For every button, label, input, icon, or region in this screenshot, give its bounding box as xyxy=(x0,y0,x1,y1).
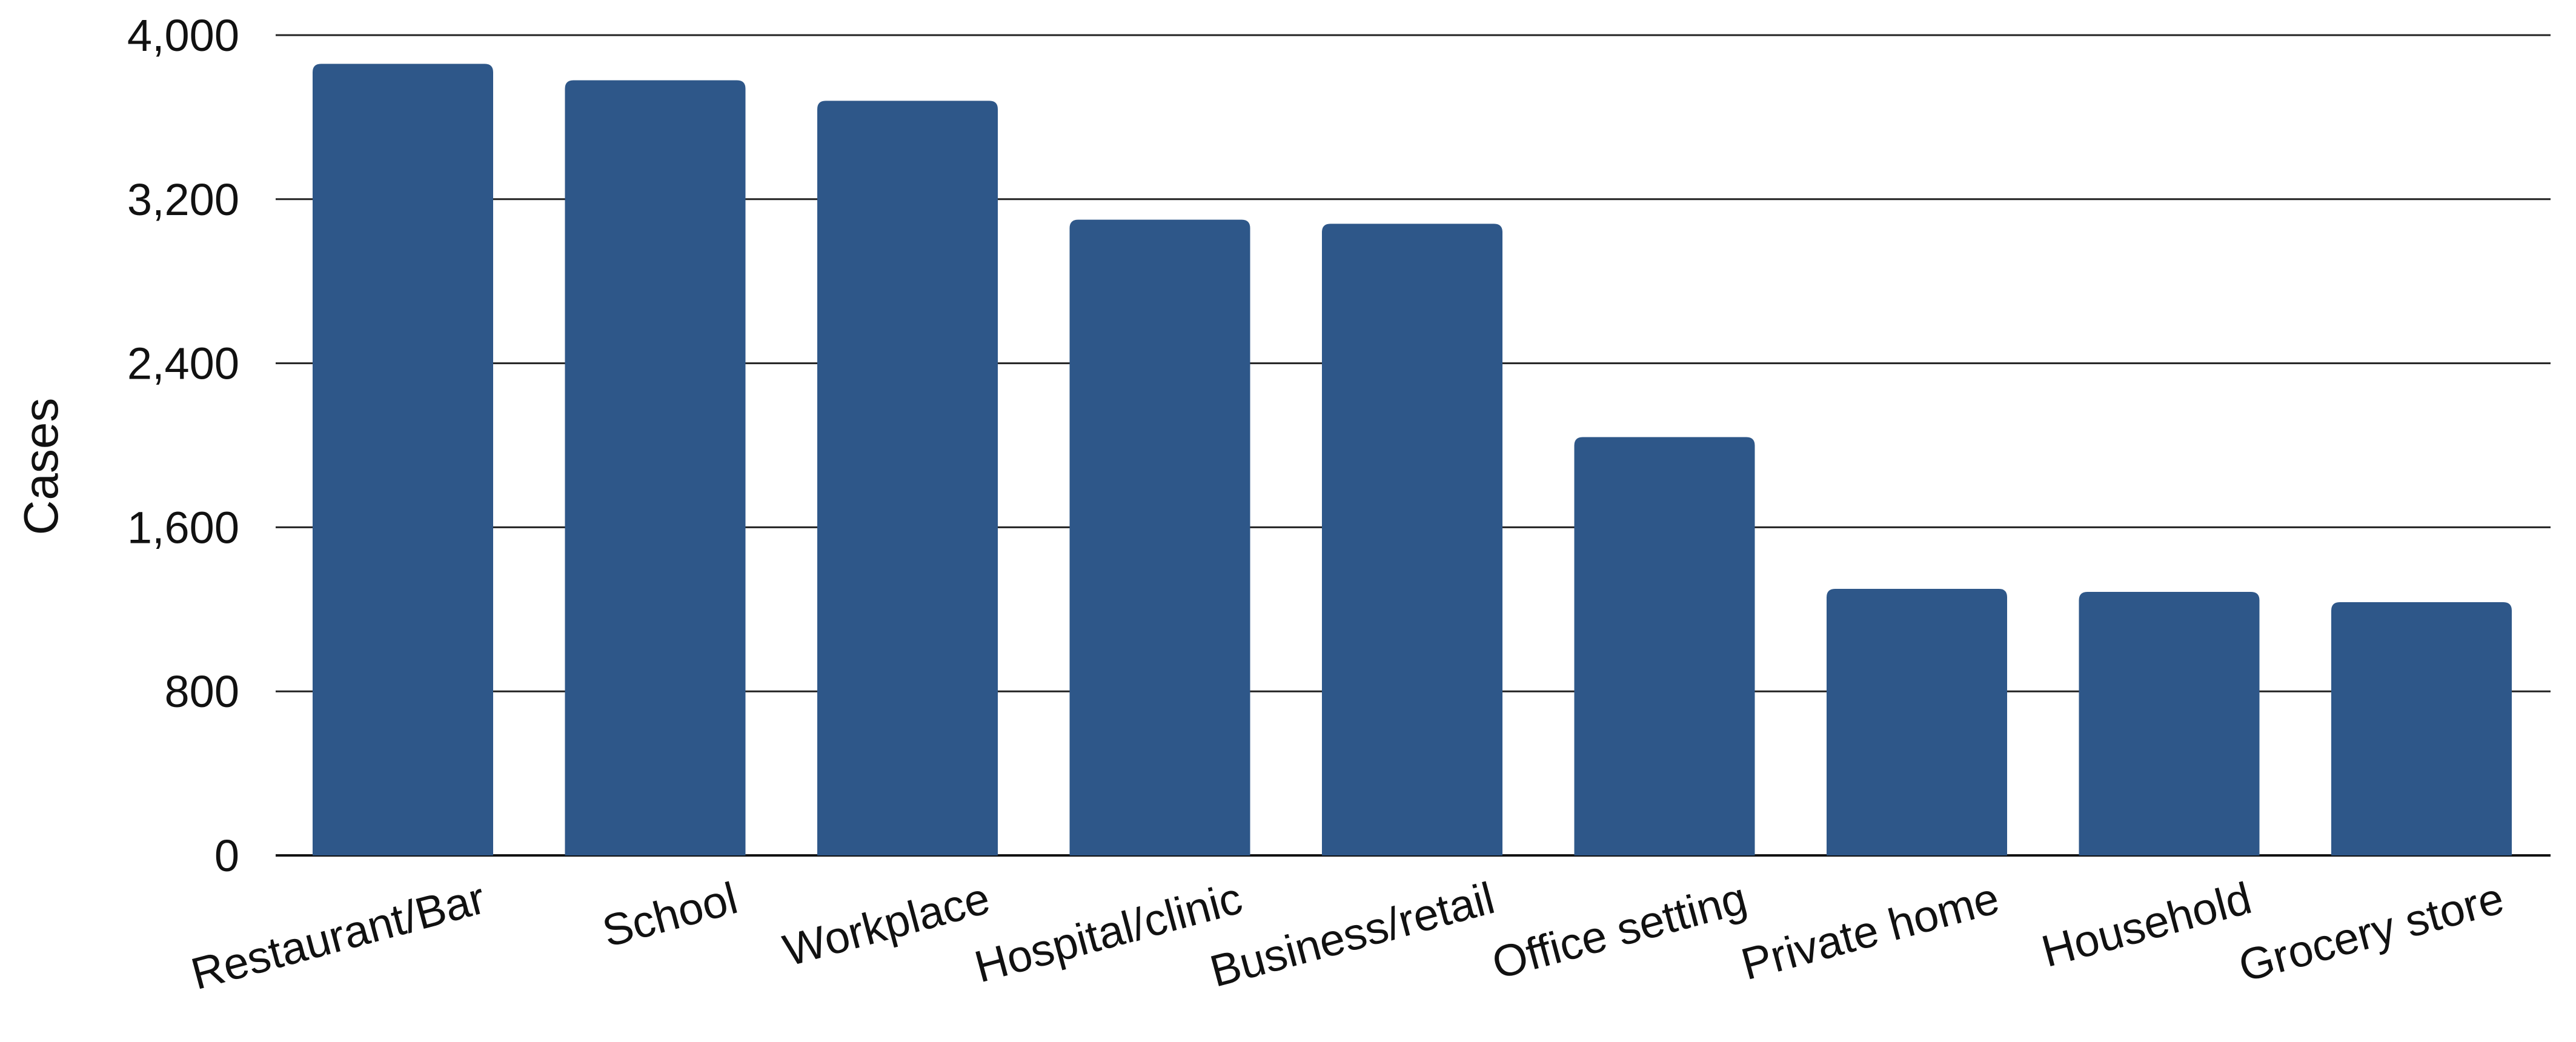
x-tick-label: Private home xyxy=(1736,872,2005,989)
y-tick-label: 1,600 xyxy=(127,502,239,553)
bar xyxy=(1827,588,2007,855)
bar xyxy=(1322,224,1502,855)
y-tick-label: 800 xyxy=(165,666,239,717)
bar xyxy=(817,101,998,855)
x-tick-label: Workplace xyxy=(778,872,995,975)
bars xyxy=(313,64,2512,856)
x-tick-label: Business/retail xyxy=(1205,872,1499,997)
x-tick-label: Office setting xyxy=(1487,872,1751,989)
bar xyxy=(565,80,746,856)
x-axis-ticks: Restaurant/Bar School WorkplaceHospital/cl… xyxy=(186,872,2509,999)
y-tick-label: 2,400 xyxy=(127,339,239,389)
bar xyxy=(2079,592,2260,855)
bar xyxy=(2331,602,2512,855)
bar xyxy=(1069,219,1250,855)
x-tick-label: Restaurant/Bar xyxy=(186,872,490,999)
y-tick-label: 4,000 xyxy=(127,10,239,61)
bar xyxy=(1574,437,1755,855)
y-axis-title: Cases xyxy=(14,398,68,536)
x-tick-label: Hospital/clinic xyxy=(969,872,1247,992)
x-tick-label: School xyxy=(597,872,743,957)
x-tick-label: Grocery store xyxy=(2234,872,2509,991)
y-tick-label: 0 xyxy=(214,831,239,881)
y-tick-label: 3,200 xyxy=(127,174,239,225)
y-axis-ticks: 0 800 1,600 2,400 3,200 4,000 xyxy=(127,10,239,881)
bar xyxy=(313,64,493,855)
x-tick-label: Household xyxy=(2036,872,2256,977)
